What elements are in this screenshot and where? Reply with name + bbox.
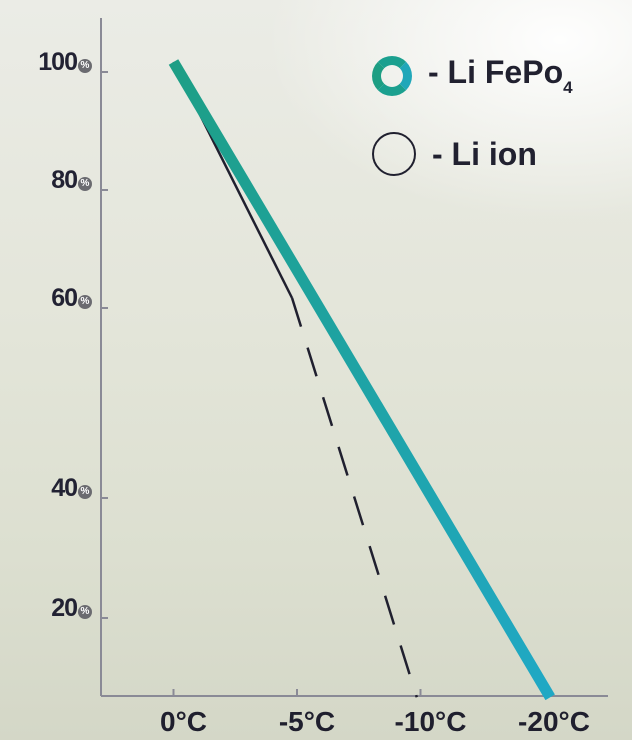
- y-tick-label: 40%: [51, 474, 92, 503]
- y-tick-value: 20: [51, 594, 78, 622]
- legend-ring-thin-icon: [372, 132, 416, 176]
- percent-badge-icon: %: [78, 605, 92, 619]
- axes: [100, 18, 608, 697]
- y-tick-value: 80: [51, 166, 78, 194]
- legend-label-li-fepo4: - Li FePo4: [428, 54, 573, 97]
- y-tick-value: 40: [51, 474, 78, 502]
- percent-badge-icon: %: [78, 59, 92, 73]
- x-tick-label: 0°C: [160, 706, 207, 737]
- legend-label-li-ion: - Li ion: [432, 135, 537, 172]
- x-tick-label: -20°C: [518, 706, 590, 737]
- y-tick-label: 100%: [38, 48, 92, 77]
- percent-badge-icon: %: [78, 295, 92, 309]
- legend-item-li-fepo4: - Li FePo4: [372, 54, 573, 98]
- x-tick-label: -5°C: [278, 706, 336, 737]
- x-tick-label: -10°C: [394, 706, 467, 737]
- y-tick-value: 60: [51, 284, 78, 312]
- y-tick-label: 60%: [51, 284, 92, 313]
- y-tick-label: 20%: [51, 594, 92, 623]
- percent-badge-icon: %: [78, 177, 92, 191]
- li-ion-dashed-line: [290, 297, 418, 698]
- legend-ring-thick-icon: [372, 56, 412, 96]
- series-layer: [168, 59, 555, 701]
- legend-item-li-ion: - Li ion: [372, 132, 537, 176]
- percent-badge-icon: %: [78, 485, 92, 499]
- li-fepo4-line: [168, 59, 555, 701]
- y-tick-label: 80%: [51, 166, 92, 195]
- y-tick-value: 100: [38, 48, 78, 76]
